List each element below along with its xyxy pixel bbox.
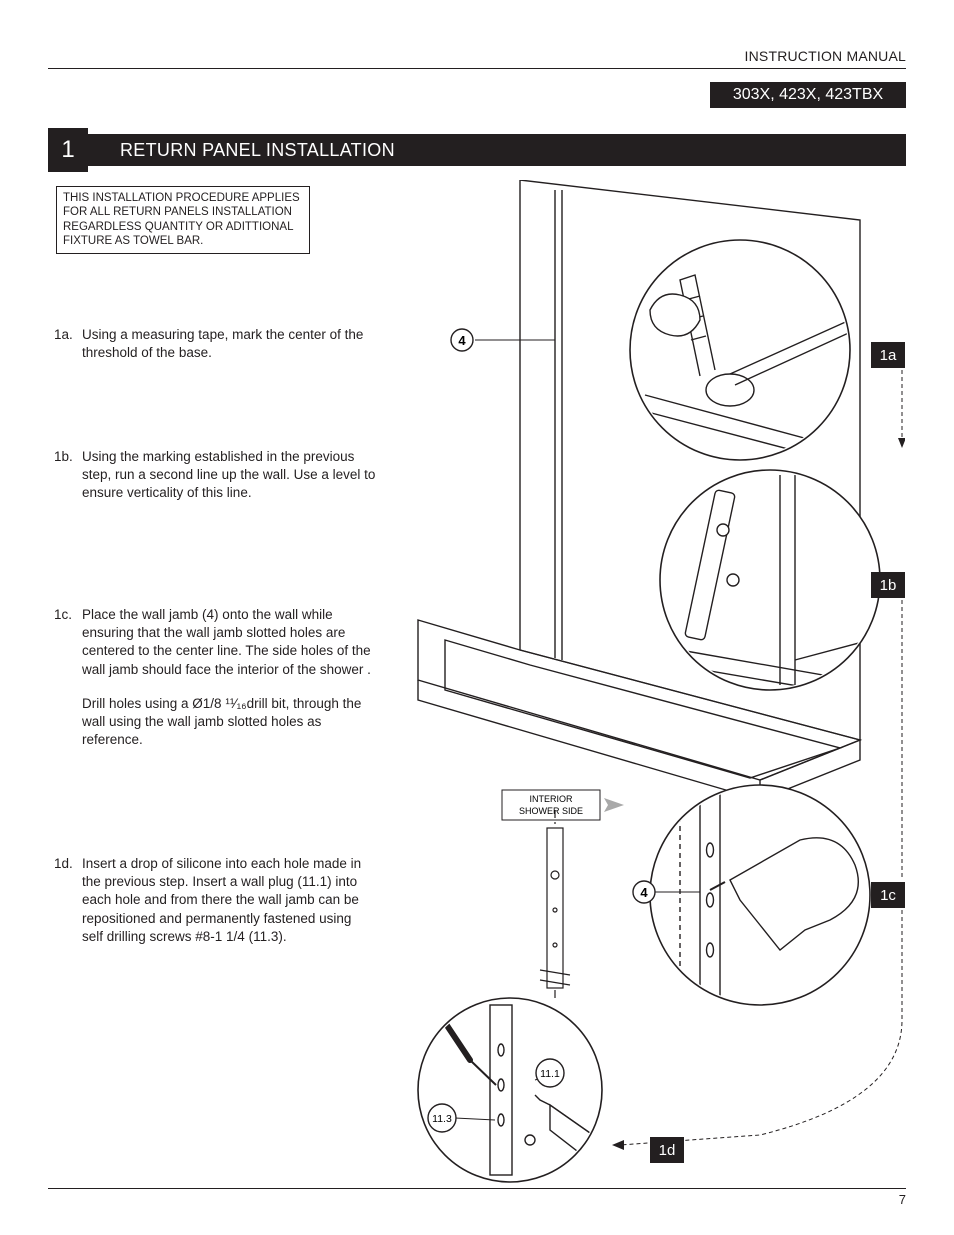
step-1b: 1b. Using the marking established in the… <box>56 448 376 503</box>
section-number: 1 <box>48 128 88 172</box>
step-1c-text1: Place the wall jamb (4) onto the wall wh… <box>82 606 376 679</box>
part-111-label: 11.1 <box>540 1068 560 1080</box>
step-1d: 1d. Insert a drop of silicone into each … <box>56 855 376 946</box>
step-1b-label: 1b. <box>54 448 73 466</box>
step-1a-label: 1a. <box>54 326 73 344</box>
note-box: THIS INSTALLATION PROCEDURE APPLIES FOR … <box>56 186 310 254</box>
interior-label-1: INTERIOR <box>529 794 573 804</box>
callout-1d: 1d <box>650 1137 684 1163</box>
figure: 4 <box>400 180 905 1190</box>
callout-1b: 1b <box>871 572 905 598</box>
page-number: 7 <box>899 1192 906 1207</box>
step-1c-label: 1c. <box>54 606 72 624</box>
footer-rule <box>48 1188 906 1189</box>
header-label: INSTRUCTION MANUAL <box>745 48 907 64</box>
section-title: RETURN PANEL INSTALLATION <box>120 140 395 161</box>
step-1c: 1c. Place the wall jamb (4) onto the wal… <box>56 606 376 750</box>
header-rule <box>48 68 906 69</box>
detail-1c <box>650 785 870 1005</box>
step-1d-text: Insert a drop of silicone into each hole… <box>82 855 376 946</box>
step-1c-text2: Drill holes using a Ø1/8 ¹¹⁄₁₆drill bit,… <box>82 695 376 750</box>
detail-1a <box>630 240 855 460</box>
step-1d-label: 1d. <box>54 855 73 873</box>
model-bar: 303X, 423X, 423TBX <box>710 82 906 108</box>
step-1a-text: Using a measuring tape, mark the center … <box>82 326 376 362</box>
part-4-label-2: 4 <box>640 885 648 900</box>
step-1b-text: Using the marking established in the pre… <box>82 448 376 503</box>
part-4-label: 4 <box>458 333 466 348</box>
interior-label-2: SHOWER SIDE <box>519 806 583 816</box>
detail-1d <box>418 998 604 1182</box>
callout-1c: 1c <box>871 882 905 908</box>
detail-1b <box>660 470 880 700</box>
part-113-label: 11.3 <box>432 1113 452 1125</box>
callout-1a: 1a <box>871 342 905 368</box>
step-1a: 1a. Using a measuring tape, mark the cen… <box>56 326 376 362</box>
